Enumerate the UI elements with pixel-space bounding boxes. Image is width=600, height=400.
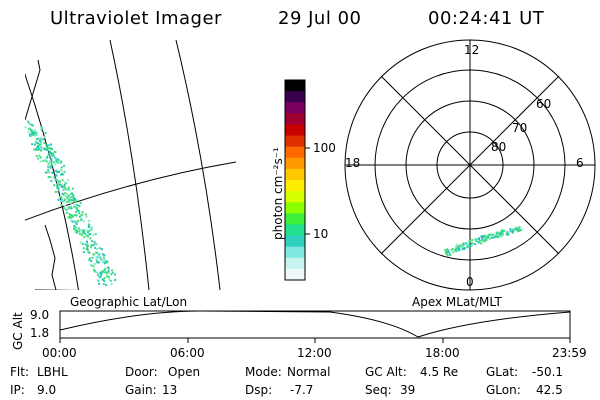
info-dsp-label: Dsp: — [245, 383, 273, 397]
altitude-xtick: 23:59 — [552, 346, 587, 360]
colorbar-frame — [284, 79, 306, 281]
latitude-line — [25, 161, 237, 221]
colorbar-segment — [285, 224, 305, 237]
apex-panel-label: Apex MLat/MLT — [412, 295, 502, 309]
colorbar-tick-100: 100 — [313, 141, 336, 155]
info-door-label: Door: — [125, 365, 158, 379]
mlat-label-60: 60 — [536, 97, 552, 111]
info-ip-value: 9.0 — [37, 383, 57, 397]
info-glon-value: 42.5 — [536, 383, 563, 397]
aurora-emission-polar — [444, 226, 523, 257]
mlat-label-70: 70 — [512, 121, 528, 135]
info-seq-label: Seq: — [365, 383, 392, 397]
info-flt-label: Flt: — [10, 365, 29, 379]
colorbar-segment — [285, 124, 305, 137]
colorbar-tick-10: 10 — [313, 227, 329, 241]
colorbar-segment — [285, 113, 305, 125]
colorbar-segment — [285, 135, 305, 148]
info-gcalt-value: 4.5 Re — [420, 365, 459, 379]
mlt-label-0: 0 — [466, 275, 474, 289]
colorbar-segment — [285, 202, 305, 214]
colorbar-segment — [285, 102, 305, 114]
date-label: 29 Jul 00 — [278, 8, 362, 29]
mlat-label-80: 80 — [491, 140, 507, 154]
colorbar-segment — [285, 168, 305, 181]
colorbar-segment — [285, 213, 305, 225]
time-label: 00:24:41 UT — [428, 8, 545, 29]
colorbar-segment — [285, 157, 305, 170]
info-gain-label: Gain: — [125, 383, 157, 397]
colorbar-unit-label: photon cm⁻²s⁻¹ — [271, 147, 285, 240]
colorbar-segment — [285, 235, 305, 248]
latitude-line — [35, 289, 86, 290]
info-glat-value: -50.1 — [532, 365, 564, 379]
mlt-label-6: 6 — [576, 156, 584, 170]
altitude-curve — [59, 310, 571, 338]
mlt-label-18: 18 — [345, 156, 361, 170]
coastline — [25, 59, 57, 290]
info-ip-label: IP: — [10, 383, 25, 397]
colorbar-segment — [285, 257, 305, 270]
colorbar-segment — [285, 146, 305, 159]
altitude-xtick: 12:00 — [297, 346, 332, 360]
polar-plot — [344, 39, 596, 291]
altitude-ylabel: GC Alt — [11, 312, 25, 350]
instrument-title: Ultraviolet Imager — [50, 8, 222, 29]
info-seq-value: 39 — [400, 383, 416, 397]
info-flt-value: LBHL — [37, 365, 68, 379]
aurora-emission-geo — [24, 120, 117, 287]
meridian-line — [109, 40, 150, 290]
altitude-xtick: 00:00 — [42, 346, 77, 360]
mlt-label-12: 12 — [464, 43, 480, 57]
colorbar-segment — [285, 80, 305, 92]
info-mode-label: Mode: — [245, 365, 282, 379]
meridian-line — [25, 73, 79, 290]
altitude-xtick: 18:00 — [425, 346, 460, 360]
colorbar-segment — [285, 191, 305, 203]
altitude-ytick-9: 9.0 — [30, 308, 50, 322]
altitude-xtick: 06:00 — [170, 346, 205, 360]
info-glat-label: GLat: — [486, 365, 519, 379]
colorbar-segment — [285, 268, 305, 281]
info-gcalt-label: GC Alt: — [365, 365, 407, 379]
info-glon-label: GLon: — [486, 383, 521, 397]
altitude-ytick-1.8: 1.8 — [30, 326, 50, 340]
meridian-line — [175, 40, 221, 290]
colorbar — [285, 80, 305, 281]
colorbar-segment — [285, 91, 305, 103]
altitude-xticks — [59, 338, 571, 343]
colorbar-segment — [285, 180, 305, 192]
colorbar-segment — [285, 246, 305, 259]
polar-diagonal — [380, 75, 560, 255]
info-mode-value: Normal — [287, 365, 331, 379]
info-door-value: Open — [168, 365, 201, 379]
geographic-panel-label: Geographic Lat/Lon — [70, 295, 188, 309]
info-gain-value: 13 — [162, 383, 178, 397]
info-dsp-value: -7.7 — [290, 383, 314, 397]
